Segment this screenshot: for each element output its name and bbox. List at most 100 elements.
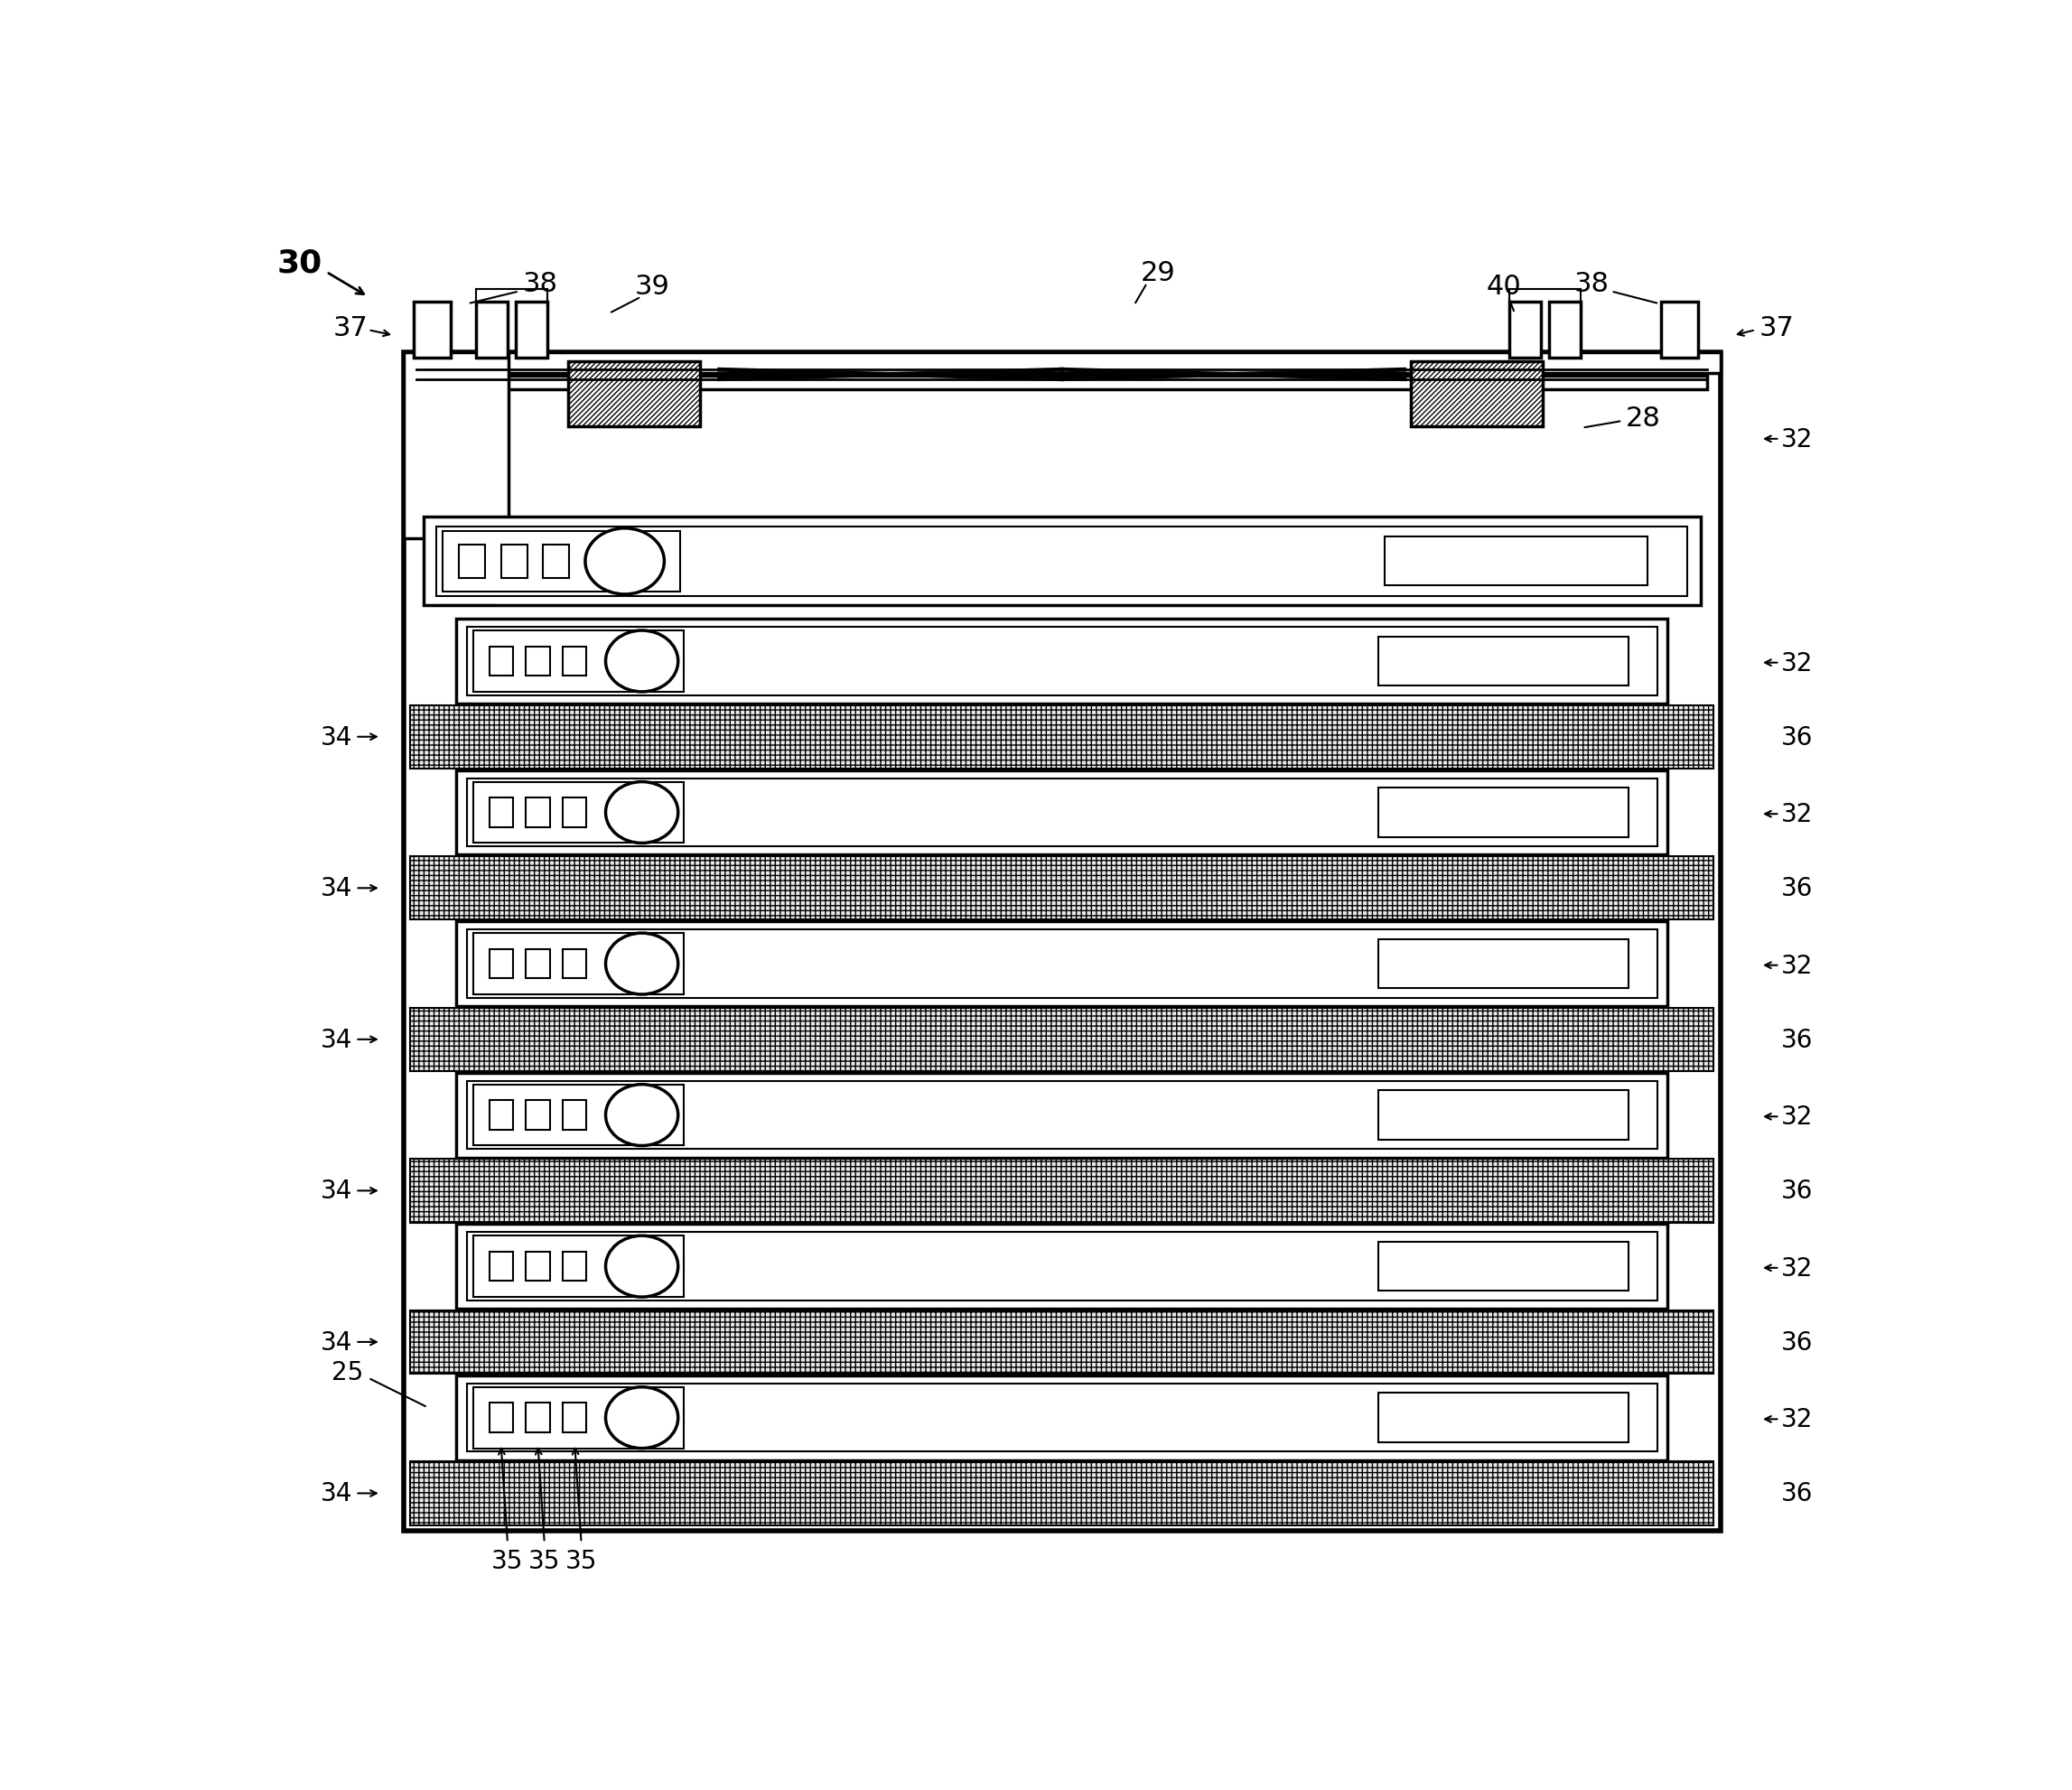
Bar (456, 1072, 1668, 1158)
Bar (526, 949, 549, 979)
Text: 32: 32 (1782, 802, 1813, 827)
Bar (568, 362, 700, 426)
Bar (1550, 303, 1581, 358)
Bar (564, 798, 586, 827)
Bar (489, 1403, 512, 1432)
Bar (1384, 537, 1647, 585)
Bar (526, 646, 549, 677)
Bar (466, 628, 1658, 696)
Bar (456, 619, 1668, 703)
Bar (466, 1081, 1658, 1149)
Text: 39: 39 (634, 274, 669, 299)
Bar (472, 1237, 684, 1298)
Bar (456, 1375, 1668, 1461)
Bar (1378, 637, 1629, 686)
Bar (472, 1085, 684, 1146)
Text: 32: 32 (1782, 952, 1813, 979)
Text: 32: 32 (1782, 1104, 1813, 1129)
Bar (543, 546, 570, 578)
Text: 34: 34 (319, 875, 352, 900)
Bar (410, 1008, 1714, 1072)
Bar (564, 646, 586, 677)
Bar (443, 532, 680, 592)
Text: 35: 35 (491, 1548, 524, 1573)
Text: 35: 35 (528, 1548, 559, 1573)
Ellipse shape (605, 1235, 678, 1298)
Bar (456, 770, 1668, 856)
Bar (564, 1403, 586, 1432)
Text: 32: 32 (1782, 426, 1813, 453)
Text: 32: 32 (1782, 1407, 1813, 1432)
Bar (410, 1160, 1714, 1223)
Text: 37: 37 (334, 315, 369, 340)
Bar (501, 546, 526, 578)
Bar (472, 632, 684, 693)
Text: 36: 36 (1782, 875, 1813, 900)
Text: 34: 34 (319, 1027, 352, 1053)
Bar (526, 1101, 549, 1129)
Bar (414, 303, 452, 358)
Ellipse shape (605, 1085, 678, 1146)
Bar (564, 1251, 586, 1282)
Bar (472, 934, 684, 995)
Bar (404, 353, 1720, 1530)
Text: 32: 32 (1782, 1255, 1813, 1280)
Bar (1378, 1393, 1629, 1443)
Bar (1378, 788, 1629, 838)
Text: 36: 36 (1782, 1330, 1813, 1355)
Bar (489, 798, 512, 827)
Bar (410, 1310, 1714, 1375)
Text: 35: 35 (566, 1548, 597, 1573)
Text: 37: 37 (1759, 315, 1794, 340)
Ellipse shape (605, 632, 678, 693)
Bar (1411, 362, 1542, 426)
Bar (526, 1403, 549, 1432)
Bar (456, 1224, 1668, 1308)
Text: 32: 32 (1782, 650, 1813, 677)
Bar (489, 646, 512, 677)
Ellipse shape (584, 528, 665, 594)
Bar (489, 949, 512, 979)
Text: 34: 34 (319, 1178, 352, 1203)
Bar (1378, 1090, 1629, 1140)
Text: 38: 38 (522, 270, 557, 297)
Bar (489, 1251, 512, 1282)
Bar (466, 1233, 1658, 1301)
Bar (1662, 303, 1697, 358)
Bar (1378, 1242, 1629, 1291)
Text: 34: 34 (319, 1480, 352, 1505)
Bar (404, 353, 510, 539)
Bar (526, 1251, 549, 1282)
Bar (410, 857, 1714, 920)
Bar (456, 922, 1668, 1006)
Bar (466, 779, 1658, 847)
Bar (458, 546, 485, 578)
Bar (477, 303, 508, 358)
Ellipse shape (605, 933, 678, 995)
Text: 29: 29 (1142, 260, 1175, 286)
Bar (564, 949, 586, 979)
Text: 38: 38 (1575, 270, 1610, 297)
Bar (489, 1101, 512, 1129)
Bar (410, 1462, 1714, 1525)
Bar (410, 705, 1714, 770)
Ellipse shape (605, 782, 678, 843)
Text: 28: 28 (1627, 406, 1662, 431)
Text: 36: 36 (1782, 1178, 1813, 1203)
Bar (472, 1387, 684, 1448)
Text: 36: 36 (1782, 1480, 1813, 1505)
Text: 36: 36 (1782, 1027, 1813, 1053)
Text: 34: 34 (319, 1330, 352, 1355)
Text: 34: 34 (319, 725, 352, 750)
Bar (466, 1384, 1658, 1452)
Bar (1510, 303, 1542, 358)
Bar (423, 517, 1701, 607)
Text: 30: 30 (276, 247, 321, 279)
Bar (416, 376, 1707, 390)
Bar (526, 798, 549, 827)
Bar (466, 931, 1658, 999)
Text: 40: 40 (1486, 274, 1521, 299)
Bar (437, 526, 1687, 596)
Bar (564, 1101, 586, 1129)
Text: 25: 25 (332, 1360, 363, 1385)
